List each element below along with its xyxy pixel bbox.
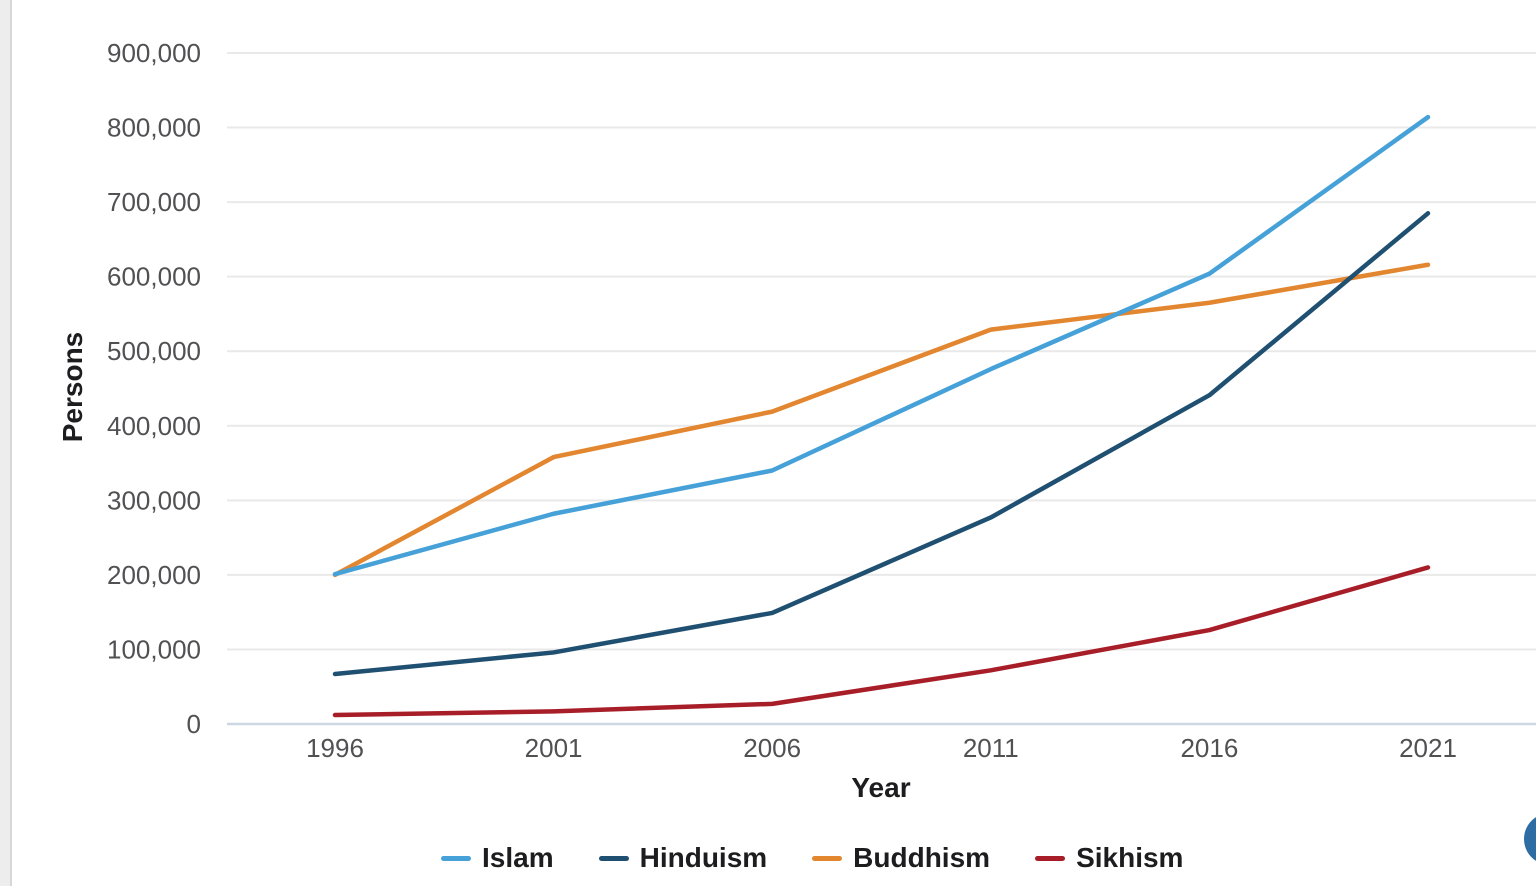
legend-label: Buddhism — [853, 842, 991, 873]
series-line-sikhism[interactable] — [332, 565, 1431, 718]
y-axis-title: Persons — [57, 331, 88, 443]
chart-legend: Islam Hinduism Buddhism Sikhism — [441, 841, 1183, 875]
legend-item-sikhism[interactable]: Sikhism — [1035, 844, 1183, 872]
y-tick-label: 0 — [187, 709, 201, 739]
y-tick-label: 500,000 — [107, 336, 201, 366]
window-left-edge — [0, 0, 12, 886]
x-tick-label: 2016 — [1180, 733, 1238, 763]
floating-action-button[interactable] — [1524, 813, 1536, 865]
x-tick-label: 2006 — [743, 733, 801, 763]
legend-label: Hinduism — [639, 842, 768, 873]
y-tick-label: 100,000 — [107, 634, 201, 664]
series-line-islam[interactable] — [332, 114, 1431, 577]
x-axis-title: Year — [851, 772, 911, 803]
x-tick-label: 2011 — [963, 733, 1019, 763]
x-tick-label: 1996 — [306, 733, 364, 763]
series-line-hinduism[interactable] — [332, 211, 1431, 677]
legend-item-hinduism[interactable]: Hinduism — [598, 842, 768, 873]
y-tick-label: 700,000 — [107, 187, 201, 217]
legend-item-buddhism[interactable]: Buddhism — [812, 844, 990, 872]
series-line-buddhism[interactable] — [332, 262, 1431, 578]
legend-swatch-sikhism — [1035, 855, 1066, 861]
legend-label: Islam — [482, 842, 554, 873]
y-tick-label: 600,000 — [107, 262, 201, 292]
y-tick-label: 200,000 — [107, 560, 201, 590]
y-tick-label: 400,000 — [107, 411, 201, 441]
legend-label: Sikhism — [1076, 842, 1184, 873]
y-tick-label: 900,000 — [107, 38, 201, 68]
legend-item-islam[interactable]: Islam — [441, 844, 554, 872]
legend-swatch-islam — [441, 855, 471, 861]
x-tick-label: 2021 — [1399, 733, 1457, 763]
y-tick-label: 800,000 — [107, 113, 201, 143]
x-tick-label: 2001 — [525, 733, 583, 763]
y-tick-label: 300,000 — [107, 485, 201, 515]
legend-swatch-hinduism — [598, 855, 629, 861]
legend-swatch-buddhism — [812, 855, 843, 861]
